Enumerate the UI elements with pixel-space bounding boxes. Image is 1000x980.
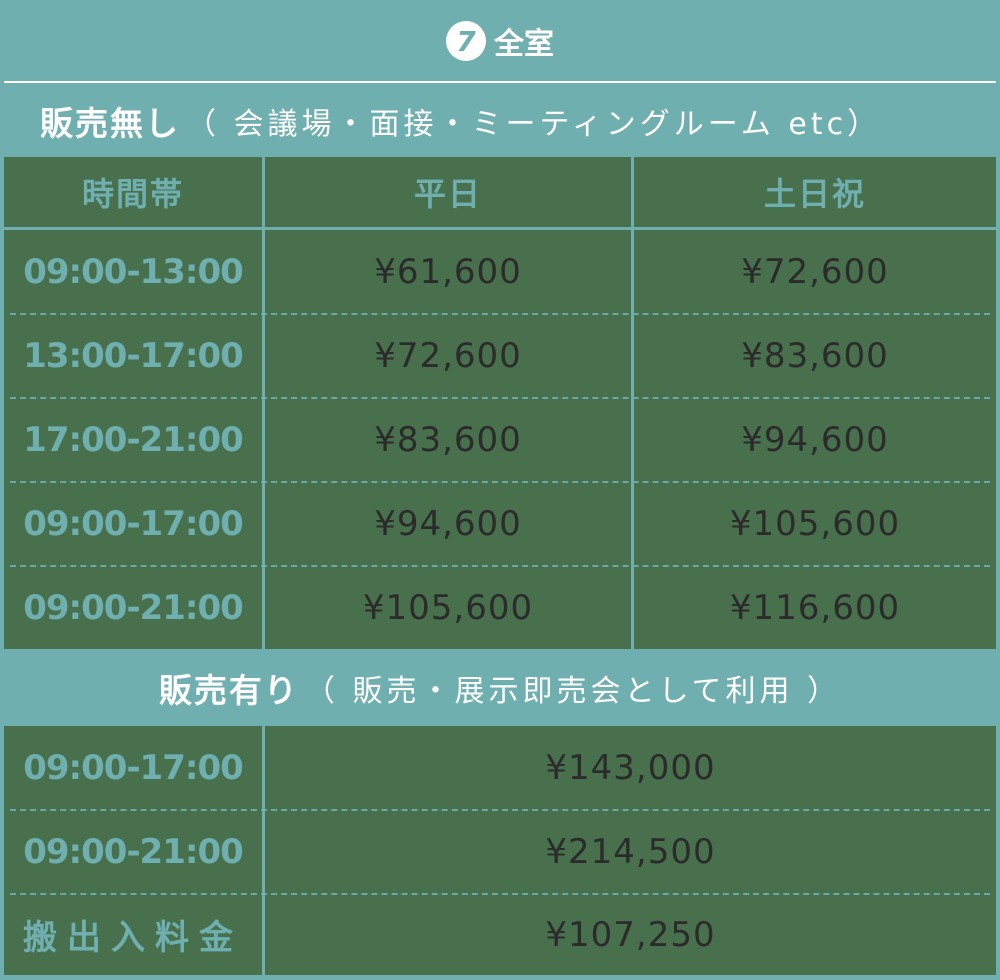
table-row-weekend-price: ¥105,600 (634, 482, 996, 566)
row-divider (10, 809, 990, 811)
row-divider (10, 565, 990, 567)
number-badge-icon: 7 (446, 21, 486, 61)
section-heading-with-sales: 販売有り （ 販売・展示即売会として利用 ） (0, 652, 1000, 724)
table-row-time: 17:00-21:00 (4, 398, 262, 482)
row-divider (10, 313, 990, 315)
table-row-time: 09:00-21:00 (4, 566, 262, 649)
table-row-price: ¥107,250 (265, 894, 996, 975)
section-subheading: （ 会議場・面接・ミーティングルーム etc） (186, 107, 882, 142)
table-row-time: 09:00-13:00 (4, 230, 262, 314)
table-row-weekend-price: ¥83,600 (634, 314, 996, 398)
table-row-time: 13:00-17:00 (4, 314, 262, 398)
table-row-weekday-price: ¥83,600 (265, 398, 631, 482)
section-heading-label: 販売有り (158, 671, 299, 710)
table-row-time: 09:00-21:00 (4, 810, 262, 894)
table-row-weekend-price: ¥72,600 (634, 230, 996, 314)
price-table-no-sales: 時間帯 平日 土日祝 09:00-13:00 ¥61,600 ¥72,600 1… (4, 157, 996, 649)
price-table-with-sales: 09:00-17:00 ¥143,000 09:00-21:00 ¥214,50… (4, 726, 996, 975)
title-label: 全室 (494, 27, 554, 62)
section-heading-label: 販売無し (40, 104, 180, 143)
table-row-price: ¥214,500 (265, 810, 996, 894)
row-divider (10, 397, 990, 399)
section-subheading: （ 販売・展示即売会として利用 ） (304, 674, 842, 709)
table-row-weekend-price: ¥94,600 (634, 398, 996, 482)
title-divider (4, 81, 996, 83)
table-row-weekend-price: ¥116,600 (634, 566, 996, 649)
column-header-time: 時間帯 (4, 157, 262, 227)
table-row-weekday-price: ¥61,600 (265, 230, 631, 314)
table-row-loading-fee-label: 搬出入料金 (4, 894, 262, 975)
table-row-time: 09:00-17:00 (4, 482, 262, 566)
table-row-time: 09:00-17:00 (4, 726, 262, 810)
page-title: 7 全室 (0, 0, 1000, 82)
table-row-weekday-price: ¥72,600 (265, 314, 631, 398)
table-row-weekday-price: ¥105,600 (265, 566, 631, 649)
table-row-weekday-price: ¥94,600 (265, 482, 631, 566)
row-divider (10, 481, 990, 483)
column-header-weekend: 土日祝 (634, 157, 996, 227)
table-row-price: ¥143,000 (265, 726, 996, 810)
column-header-weekday: 平日 (265, 157, 631, 227)
row-divider (10, 893, 990, 895)
section-heading-no-sales: 販売無し （ 会議場・面接・ミーティングルーム etc） (0, 86, 1000, 156)
